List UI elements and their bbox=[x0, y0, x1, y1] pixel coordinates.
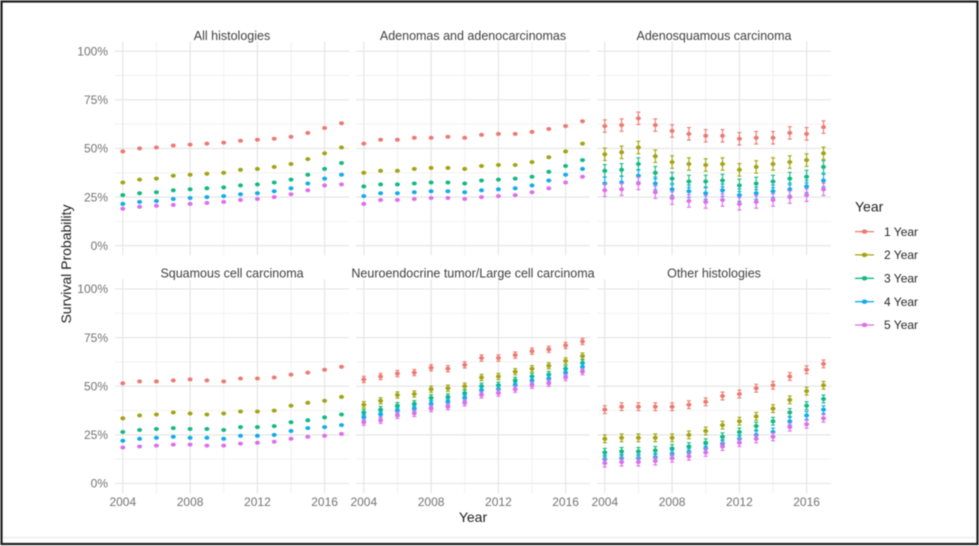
svg-text:2008: 2008 bbox=[659, 495, 686, 509]
svg-text:Other histologies: Other histologies bbox=[667, 266, 761, 280]
svg-text:1 Year: 1 Year bbox=[884, 225, 918, 239]
svg-text:2004: 2004 bbox=[591, 495, 618, 509]
svg-text:75%: 75% bbox=[84, 93, 108, 107]
svg-text:2004: 2004 bbox=[350, 495, 377, 509]
svg-text:25%: 25% bbox=[84, 190, 108, 204]
svg-text:4 Year: 4 Year bbox=[884, 295, 918, 309]
svg-text:3 Year: 3 Year bbox=[884, 272, 918, 286]
svg-text:75%: 75% bbox=[84, 331, 108, 345]
svg-text:Squamous cell carcinoma: Squamous cell carcinoma bbox=[160, 266, 303, 280]
svg-text:2012: 2012 bbox=[244, 495, 271, 509]
svg-text:2004: 2004 bbox=[109, 495, 136, 509]
svg-text:100%: 100% bbox=[77, 44, 108, 58]
svg-text:Year: Year bbox=[459, 509, 488, 525]
svg-text:50%: 50% bbox=[84, 142, 108, 156]
svg-text:Adenomas and adenocarcinomas: Adenomas and adenocarcinomas bbox=[380, 29, 566, 43]
svg-text:2008: 2008 bbox=[418, 495, 445, 509]
svg-text:0%: 0% bbox=[91, 239, 109, 253]
svg-text:2016: 2016 bbox=[552, 495, 579, 509]
svg-text:2 Year: 2 Year bbox=[884, 248, 918, 262]
svg-text:Adenosquamous carcinoma: Adenosquamous carcinoma bbox=[637, 29, 792, 43]
svg-text:2012: 2012 bbox=[485, 495, 512, 509]
svg-text:2016: 2016 bbox=[793, 495, 820, 509]
svg-text:Survival Probability: Survival Probability bbox=[58, 204, 74, 323]
svg-text:Year: Year bbox=[855, 199, 884, 215]
svg-text:25%: 25% bbox=[84, 428, 108, 442]
svg-text:50%: 50% bbox=[84, 379, 108, 393]
svg-text:100%: 100% bbox=[77, 282, 108, 296]
svg-text:0%: 0% bbox=[91, 477, 109, 491]
svg-text:All histologies: All histologies bbox=[194, 29, 270, 43]
svg-text:2012: 2012 bbox=[726, 495, 753, 509]
svg-text:5 Year: 5 Year bbox=[884, 318, 918, 332]
svg-text:2008: 2008 bbox=[177, 495, 204, 509]
svg-text:Neuroendocrine tumor/Large cel: Neuroendocrine tumor/Large cell carcinom… bbox=[351, 266, 594, 280]
svg-text:2016: 2016 bbox=[311, 495, 338, 509]
